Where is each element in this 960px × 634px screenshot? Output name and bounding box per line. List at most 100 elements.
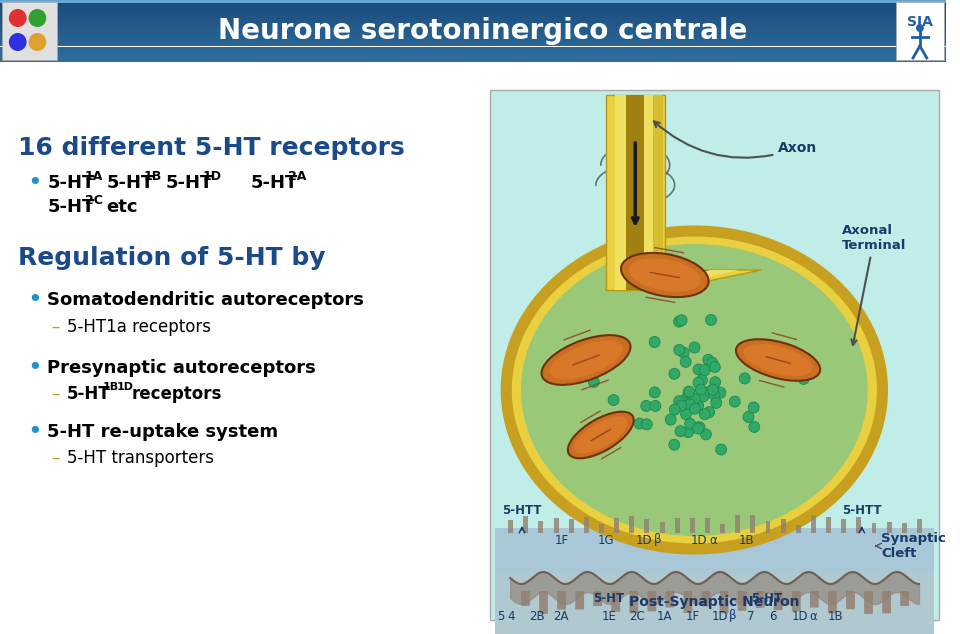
FancyBboxPatch shape (599, 524, 604, 533)
FancyBboxPatch shape (0, 25, 946, 27)
Text: etc: etc (107, 198, 138, 216)
FancyBboxPatch shape (0, 60, 946, 62)
Circle shape (697, 375, 708, 385)
Text: 1A: 1A (84, 169, 103, 183)
Ellipse shape (744, 344, 812, 376)
Circle shape (689, 393, 700, 404)
Circle shape (693, 377, 704, 388)
FancyBboxPatch shape (780, 519, 785, 533)
FancyBboxPatch shape (0, 29, 946, 31)
FancyBboxPatch shape (774, 591, 782, 610)
Text: 1B: 1B (103, 382, 118, 392)
Text: •: • (28, 420, 42, 444)
FancyBboxPatch shape (653, 95, 662, 290)
Circle shape (749, 422, 759, 432)
FancyBboxPatch shape (660, 522, 664, 533)
Circle shape (715, 387, 726, 398)
Circle shape (649, 387, 660, 398)
Text: 5-HT: 5-HT (47, 198, 95, 216)
FancyBboxPatch shape (0, 6, 946, 8)
FancyBboxPatch shape (856, 517, 861, 533)
FancyBboxPatch shape (841, 519, 846, 533)
Circle shape (680, 394, 690, 405)
Ellipse shape (574, 417, 628, 453)
Circle shape (709, 389, 720, 401)
Circle shape (916, 24, 924, 32)
FancyBboxPatch shape (575, 591, 584, 609)
FancyBboxPatch shape (644, 519, 649, 533)
Text: 5-HT: 5-HT (251, 174, 298, 192)
Text: 2C: 2C (84, 193, 103, 207)
FancyBboxPatch shape (0, 51, 946, 53)
Circle shape (674, 344, 684, 356)
Circle shape (693, 364, 704, 375)
FancyBboxPatch shape (897, 2, 944, 60)
Circle shape (706, 314, 716, 325)
Text: β: β (654, 533, 661, 547)
FancyBboxPatch shape (0, 59, 946, 60)
Ellipse shape (568, 411, 634, 458)
Circle shape (641, 401, 652, 411)
FancyBboxPatch shape (0, 56, 946, 57)
FancyBboxPatch shape (901, 522, 907, 533)
Circle shape (9, 33, 27, 51)
Text: 1D: 1D (691, 533, 708, 547)
FancyBboxPatch shape (882, 591, 891, 613)
FancyBboxPatch shape (705, 519, 710, 533)
FancyBboxPatch shape (675, 518, 680, 533)
Circle shape (716, 444, 727, 455)
Circle shape (684, 418, 696, 429)
Circle shape (29, 33, 46, 51)
Text: Presynaptic autoreceptors: Presynaptic autoreceptors (47, 359, 316, 377)
FancyBboxPatch shape (495, 528, 934, 573)
Text: 1F: 1F (554, 533, 568, 547)
Circle shape (701, 429, 711, 440)
Text: 1F: 1F (685, 609, 700, 623)
Text: 2B: 2B (529, 609, 544, 623)
Circle shape (665, 414, 676, 425)
Text: 1B: 1B (828, 609, 843, 623)
FancyBboxPatch shape (630, 591, 638, 613)
Circle shape (681, 356, 691, 367)
FancyBboxPatch shape (523, 516, 528, 533)
FancyBboxPatch shape (0, 13, 946, 14)
FancyBboxPatch shape (756, 591, 764, 608)
FancyBboxPatch shape (846, 591, 855, 609)
FancyBboxPatch shape (0, 1, 946, 3)
FancyBboxPatch shape (0, 41, 946, 42)
Ellipse shape (621, 253, 708, 297)
Text: 5-HTT: 5-HTT (502, 503, 541, 517)
FancyBboxPatch shape (0, 46, 946, 48)
FancyBboxPatch shape (0, 4, 946, 6)
Circle shape (703, 354, 713, 365)
FancyBboxPatch shape (0, 27, 946, 28)
FancyBboxPatch shape (0, 3, 946, 4)
Circle shape (693, 422, 704, 433)
Circle shape (695, 384, 707, 395)
Circle shape (588, 339, 598, 349)
FancyBboxPatch shape (684, 591, 692, 613)
Text: 2A: 2A (553, 609, 568, 623)
FancyBboxPatch shape (751, 515, 756, 533)
Text: –: – (51, 385, 60, 403)
Circle shape (689, 342, 700, 353)
FancyBboxPatch shape (0, 37, 946, 39)
Circle shape (684, 399, 695, 410)
Text: 1D: 1D (711, 609, 729, 623)
Text: 5-HT: 5-HT (47, 174, 95, 192)
Text: 1G: 1G (597, 533, 614, 547)
FancyBboxPatch shape (0, 10, 946, 11)
Text: 4: 4 (508, 609, 515, 623)
Circle shape (678, 347, 689, 358)
FancyBboxPatch shape (0, 18, 946, 20)
FancyBboxPatch shape (864, 591, 873, 614)
Text: Post-Synaptic Neuron: Post-Synaptic Neuron (629, 595, 800, 609)
FancyBboxPatch shape (614, 95, 656, 290)
FancyBboxPatch shape (0, 0, 946, 1)
FancyBboxPatch shape (495, 573, 934, 634)
Text: 5-HT transporters: 5-HT transporters (67, 449, 214, 467)
Ellipse shape (736, 339, 820, 381)
FancyBboxPatch shape (0, 49, 946, 51)
Text: 5-HT: 5-HT (67, 385, 110, 403)
Circle shape (700, 365, 710, 375)
